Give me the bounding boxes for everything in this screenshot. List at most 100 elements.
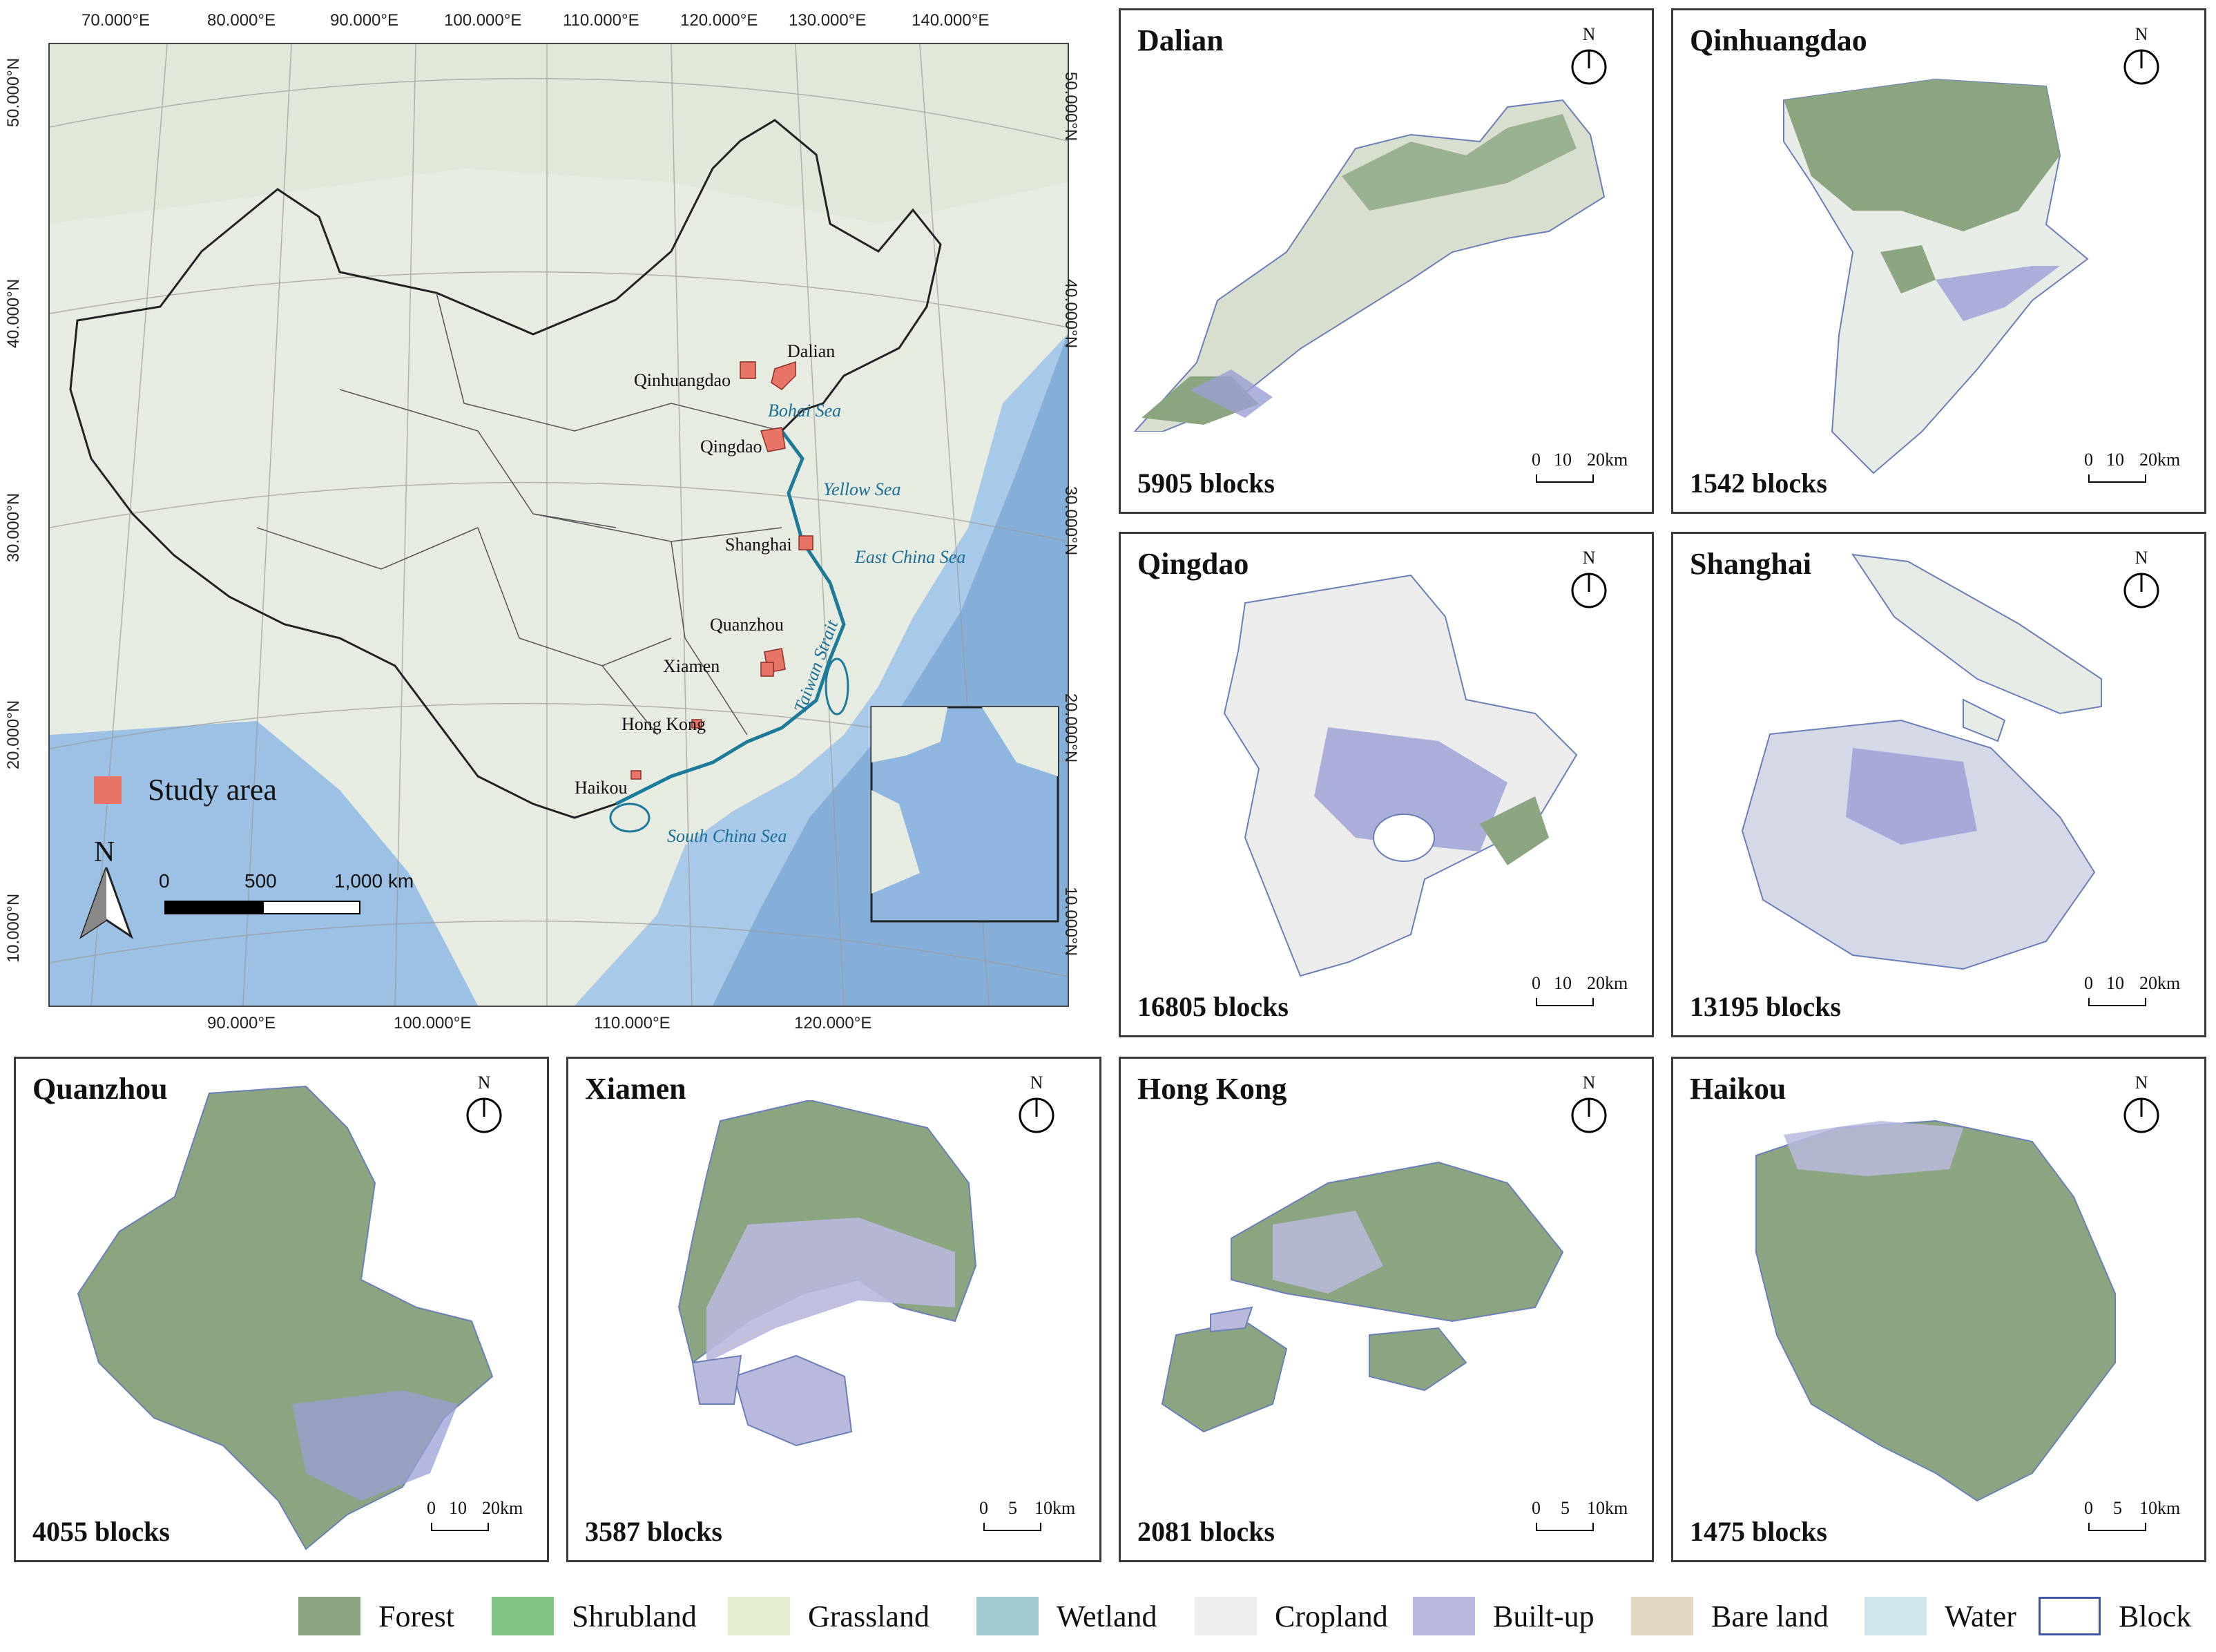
block-map: [1783, 78, 2089, 474]
panel-dalian: Dalian N 5905 blocks 0 10 20km: [1119, 8, 1654, 514]
sea-label-yellow: Yellow Sea: [823, 479, 901, 499]
scale-bar: 0 5 10km: [2084, 1498, 2188, 1539]
city-label-qinhuangdao: Qinhuangdao: [634, 370, 731, 390]
lat-label-right-1: 40.000°N: [1061, 278, 1081, 349]
panel-xiamen: Xiamen N 3587 blocks 0 5 10km: [566, 1057, 1101, 1562]
north-arrow: N: [2117, 1073, 2166, 1142]
scale-label-500: 500: [244, 870, 277, 892]
overview-map-frame: [48, 43, 1069, 1007]
lon-label-bottom-1: 100.000°E: [394, 1014, 472, 1032]
sea-label-east-china: East China Sea: [855, 547, 966, 567]
sea-label-bohai: Bohai Sea: [768, 401, 842, 421]
scale-bar: 0 5 10km: [1532, 1498, 1635, 1539]
lon-label-top-6: 130.000°E: [789, 11, 867, 30]
scale-bar: 0 10 20km: [1532, 973, 1635, 1015]
block-count: 4055 blocks: [32, 1516, 170, 1547]
lon-label-top-5: 120.000°E: [680, 11, 758, 30]
legend-item-block: Block: [2039, 1595, 2191, 1637]
legend-swatch: [492, 1597, 554, 1635]
scale-bar: 0 10 20km: [2084, 973, 2188, 1015]
panel-quanzhou: Quanzhou N 4055 blocks 0 10 20km: [14, 1057, 549, 1562]
block-map: [77, 1085, 494, 1550]
block-count: 16805 blocks: [1137, 991, 1289, 1022]
legend-swatch: [1413, 1597, 1475, 1635]
block-count: 1542 blocks: [1690, 468, 1827, 499]
panel-title: Shanghai: [1690, 547, 1812, 581]
north-arrow: N: [1012, 1073, 1061, 1142]
north-label: N: [1582, 24, 1596, 44]
legend-label: Block: [2119, 1599, 2192, 1633]
north-arrow: N: [2117, 24, 2166, 93]
scale-tick-0: 0: [427, 1498, 436, 1518]
north-label: N: [477, 1073, 491, 1093]
panel-qingdao: Qingdao N 16805 blocks 0 10 20km: [1119, 532, 1654, 1037]
city-label-quanzhou: Quanzhou: [710, 615, 784, 635]
study-area-qingdao: [760, 427, 786, 452]
panel-title: Xiamen: [585, 1072, 686, 1106]
panel-title: Hong Kong: [1137, 1072, 1287, 1106]
lon-label-bottom-2: 110.000°E: [594, 1014, 671, 1032]
study-area-swatch: [94, 776, 122, 804]
scale-tick-mid: 10: [2106, 450, 2124, 470]
scale-tick-mid: 5: [2113, 1498, 2122, 1518]
scale-tick-end: 20km: [482, 1498, 523, 1518]
taiwan-island: [825, 657, 849, 715]
lat-label-right-3: 20.000°N: [1061, 693, 1081, 763]
lon-label-top-1: 80.000°E: [207, 11, 276, 30]
lon-label-top-0: 70.000°E: [81, 11, 151, 30]
lat-label-right-2: 30.000°N: [1061, 486, 1081, 556]
panel-title: Haikou: [1690, 1072, 1786, 1106]
legend-item-water: Water: [1865, 1595, 2016, 1637]
lat-label-left-0: 50.000°N: [4, 57, 23, 128]
scale-tick-0: 0: [2084, 973, 2093, 993]
lon-label-top-7: 140.000°E: [912, 11, 990, 30]
block-map: [1741, 553, 2102, 970]
scale-label-1000: 1,000 km: [334, 870, 414, 892]
legend-swatch: [1631, 1597, 1693, 1635]
lat-label-left-1: 40.000°N: [4, 278, 23, 349]
lon-label-bottom-3: 120.000°E: [794, 1014, 872, 1032]
city-label-xiamen: Xiamen: [663, 656, 720, 676]
city-label-shanghai: Shanghai: [725, 535, 792, 555]
overview-map-canvas: [50, 44, 1068, 1006]
legend-swatch: [298, 1597, 360, 1635]
scale-bar: 0 10 20km: [2084, 450, 2188, 491]
block-map: [1755, 1120, 2116, 1502]
city-label-qingdao: Qingdao: [700, 436, 762, 457]
legend-swatch: [1865, 1597, 1927, 1635]
southwest-ocean: [50, 721, 478, 1006]
lat-label-right-4: 10.000°N: [1061, 886, 1081, 957]
lat-label-right-0: 50.000°N: [1061, 71, 1081, 142]
scale-bar: 0 5 10km: [979, 1498, 1083, 1539]
legend-label: Forest: [378, 1599, 454, 1633]
north-arrow: N: [1565, 548, 1613, 617]
legend-swatch: [976, 1597, 1039, 1635]
panel-hongkong: Hong Kong N 2081 blocks 0 5 10km: [1119, 1057, 1654, 1562]
legend-label: Water: [1945, 1599, 2016, 1633]
scale-tick-mid: 10: [1554, 973, 1572, 993]
study-area-shanghai: [798, 535, 813, 550]
legend-item-wetland: Wetland: [976, 1595, 1157, 1637]
scale-tick-end: 20km: [2139, 973, 2181, 993]
north-label: N: [2135, 24, 2148, 44]
overview-map: 70.000°E 80.000°E 90.000°E 100.000°E 110…: [0, 0, 1081, 1036]
north-label: N: [2135, 548, 2148, 568]
scale-bar: 0 10 20km: [427, 1498, 530, 1539]
legend-label: Grassland: [808, 1599, 929, 1633]
block-map: [677, 1100, 977, 1447]
legend-swatch: [1195, 1597, 1257, 1635]
legend-label: Built-up: [1493, 1599, 1594, 1633]
north-arrow: N: [460, 1073, 508, 1142]
scale-tick-end: 20km: [1587, 973, 1628, 993]
north-arrow-label: N: [94, 836, 115, 868]
block-count: 2081 blocks: [1137, 1516, 1275, 1547]
legend-item-shrubland: Shrubland: [492, 1595, 697, 1637]
scale-label-0: 0: [159, 870, 170, 892]
north-arrow: N: [79, 836, 134, 939]
city-label-hongkong: Hong Kong: [622, 714, 706, 734]
scale-tick-end: 10km: [1587, 1498, 1628, 1518]
panel-title: Quanzhou: [32, 1072, 168, 1106]
panel-title: Qingdao: [1137, 547, 1249, 581]
scale-tick-0: 0: [2084, 450, 2093, 470]
scale-bar: 0 10 20km: [1532, 450, 1635, 491]
